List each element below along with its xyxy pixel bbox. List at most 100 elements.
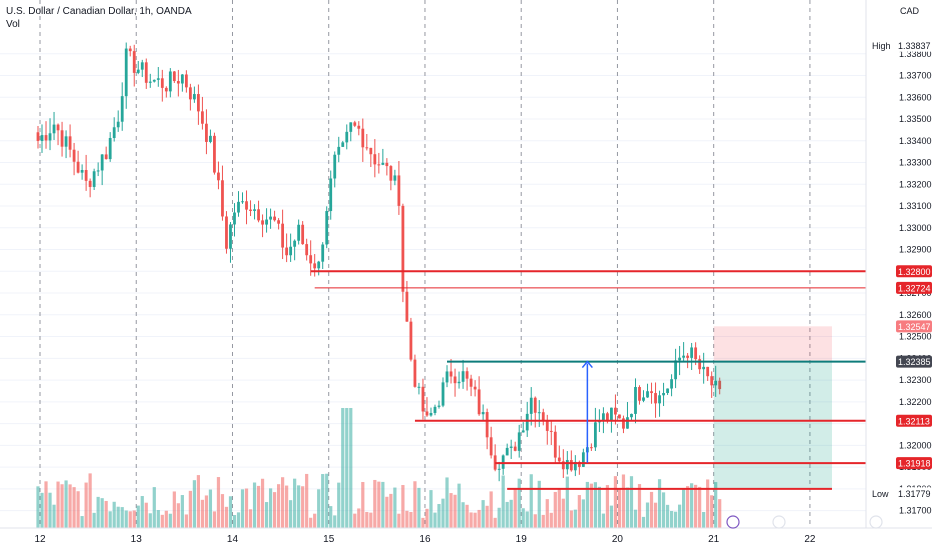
volume-bar <box>184 514 188 528</box>
volume-bar <box>156 510 160 528</box>
volume-bar <box>180 495 184 528</box>
volume-bar <box>661 492 666 528</box>
volume-bar <box>465 504 469 528</box>
volume-bar <box>232 515 237 528</box>
price-marker <box>896 265 932 278</box>
candle-body <box>690 347 694 358</box>
price-marker <box>896 414 932 427</box>
price-marker <box>896 39 932 52</box>
candle-body <box>702 366 706 370</box>
candle-body <box>132 51 136 73</box>
candle-body <box>221 180 224 217</box>
volume-bar <box>325 473 329 528</box>
candle-body <box>589 447 593 449</box>
volume-bar <box>613 476 618 528</box>
candle-body <box>573 461 577 471</box>
volume-bar <box>441 498 445 528</box>
volume-bar <box>104 500 108 528</box>
candle-body <box>654 393 657 404</box>
price-tick-label: 1.33600 <box>899 92 932 102</box>
candle-body <box>497 468 501 470</box>
candle-body <box>365 147 369 149</box>
candle-body <box>614 407 617 415</box>
time-tick-label: 15 <box>323 534 335 545</box>
volume-bar <box>40 492 44 528</box>
price-tick-label: 1.32600 <box>899 310 932 320</box>
volume-bar <box>698 486 702 528</box>
candle-body <box>698 359 702 370</box>
candle-body <box>217 172 220 181</box>
candle-body <box>184 74 188 88</box>
candle-body <box>341 142 345 147</box>
candle-body <box>197 94 200 112</box>
volume-bar <box>706 479 710 528</box>
candle-body <box>209 135 212 142</box>
candle-body <box>116 121 120 128</box>
candle-body <box>473 386 477 390</box>
volume-bar <box>641 516 646 528</box>
candle-body <box>40 135 44 141</box>
time-tick-label: 20 <box>612 534 624 545</box>
volume-bar <box>573 509 577 528</box>
candle-body <box>606 413 609 422</box>
candle-body <box>565 460 569 470</box>
volume-bar <box>148 513 152 528</box>
volume-label: Vol <box>6 19 20 30</box>
volume-bar <box>637 484 642 528</box>
candle-body <box>533 397 537 413</box>
volume-bar <box>293 478 297 528</box>
candle-body <box>317 261 321 269</box>
candle-body <box>453 376 457 384</box>
candle-body <box>140 62 144 70</box>
price-tick-label: 1.33700 <box>899 71 932 81</box>
price-tick-label: 1.32300 <box>899 375 932 385</box>
volume-bar <box>457 483 461 528</box>
price-marker-value: 1.32547 <box>898 322 931 332</box>
volume-bar <box>525 511 529 528</box>
volume-bar <box>694 484 698 528</box>
volume-bar <box>88 473 92 528</box>
candle-body <box>561 461 565 470</box>
candle-body <box>425 411 429 416</box>
candle-body <box>581 452 585 467</box>
volume-bar <box>120 507 124 528</box>
volume-bar <box>541 514 545 528</box>
candle-body <box>124 48 128 97</box>
volume-bar <box>489 491 493 528</box>
candle-body <box>489 437 493 456</box>
candle-body <box>577 461 581 467</box>
volume-bar <box>92 512 96 528</box>
candle-body <box>261 220 264 225</box>
volume-bar <box>369 512 373 528</box>
volume-bar <box>429 490 433 528</box>
price-marker-value: 1.32800 <box>898 267 931 277</box>
volume-bar <box>517 478 521 528</box>
volume-bar <box>501 475 505 528</box>
candle-body <box>313 263 317 269</box>
volume-bar <box>373 479 377 528</box>
volume-bar <box>281 477 285 528</box>
time-tick-label: 16 <box>419 534 431 545</box>
candle-body <box>301 224 305 245</box>
volume-bar <box>361 482 365 528</box>
volume-bar <box>172 491 176 528</box>
volume-bar <box>333 515 337 528</box>
volume-bar <box>313 513 317 528</box>
volume-bar <box>690 483 694 528</box>
volume-bar <box>353 513 357 528</box>
volume-bar <box>449 493 453 528</box>
candle-body <box>285 247 289 256</box>
candle-body <box>602 413 605 421</box>
candle-body <box>377 164 381 166</box>
price-marker-value: 1.31779 <box>898 489 931 499</box>
candle-body <box>237 201 240 213</box>
volume-bar <box>128 511 132 528</box>
candle-body <box>233 212 236 225</box>
candle-body <box>710 376 714 386</box>
volume-bar <box>100 498 104 528</box>
price-marker <box>896 355 932 368</box>
volume-bar <box>140 496 144 528</box>
candle-body <box>670 379 673 389</box>
candle-body <box>152 79 156 82</box>
